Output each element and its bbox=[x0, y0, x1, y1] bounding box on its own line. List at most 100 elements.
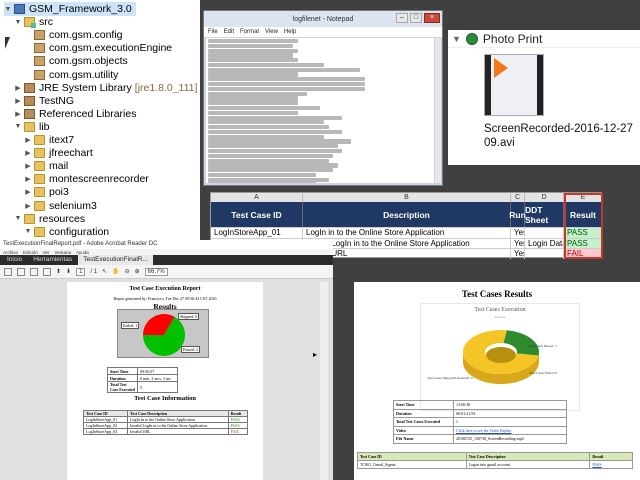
cell-description[interactable]: LogIn in to the Online Store Application bbox=[303, 228, 511, 238]
email-icon[interactable] bbox=[30, 267, 38, 276]
tree-item[interactable]: ▼ configuration bbox=[24, 225, 110, 239]
expanded-arrow-icon[interactable]: ▼ bbox=[4, 5, 12, 13]
header-run[interactable]: Run bbox=[509, 202, 526, 227]
header-test-case-id[interactable]: Test Case ID bbox=[211, 202, 303, 227]
menu-edit[interactable]: Edit bbox=[223, 29, 235, 35]
cell-ddt-sheet[interactable] bbox=[525, 228, 564, 238]
zoom-out-icon[interactable]: ⊖ bbox=[124, 269, 130, 275]
page-number-input[interactable]: 1 bbox=[76, 267, 86, 276]
video-replay-link[interactable]: Click here to see the Video Replay bbox=[453, 425, 567, 435]
video-thumbnail[interactable] bbox=[484, 54, 544, 116]
expanded-arrow-icon[interactable]: ▼ bbox=[24, 228, 32, 236]
cell-test-case-id[interactable]: LogInStoreApp_01 bbox=[211, 228, 303, 238]
cell-run[interactable]: Yes bbox=[511, 249, 525, 259]
select-tool-icon[interactable]: ↖ bbox=[102, 269, 108, 275]
menu-view[interactable]: View bbox=[265, 29, 278, 35]
menu-ayuda[interactable]: Ayuda bbox=[76, 249, 89, 255]
menu-edicion[interactable]: Edición bbox=[23, 249, 38, 255]
tab-document[interactable]: TestExecutionFinalR... bbox=[78, 255, 153, 265]
cell-result[interactable]: PASS bbox=[564, 238, 603, 249]
tree-item[interactable]: ▶ TestNG bbox=[14, 94, 74, 108]
tree-item[interactable]: com.gsm.utility bbox=[24, 68, 118, 82]
tree-item[interactable]: ▶ itext7 bbox=[24, 133, 74, 147]
header-ddt-sheet[interactable]: DDT Sheet bbox=[525, 202, 564, 227]
folder-icon bbox=[34, 148, 45, 159]
notepad-text-area[interactable] bbox=[206, 38, 434, 183]
donut-side bbox=[463, 352, 539, 384]
acrobat-titlebar[interactable]: TestExecutionFinalReport.pdf - Adobe Acr… bbox=[0, 240, 333, 249]
search-icon[interactable] bbox=[43, 267, 51, 276]
collapsed-arrow-icon[interactable]: ▶ bbox=[25, 189, 31, 197]
expanded-arrow-icon[interactable]: ▼ bbox=[14, 18, 22, 26]
column-a-header[interactable]: A bbox=[211, 193, 303, 202]
zoom-in-icon[interactable]: ⊕ bbox=[134, 269, 140, 275]
tree-item[interactable]: com.gsm.objects bbox=[24, 54, 128, 68]
tree-item[interactable]: ▼ resources bbox=[14, 212, 86, 226]
pdf-scrollbar[interactable] bbox=[320, 282, 328, 480]
tree-item[interactable]: ▶ selenium3 bbox=[24, 199, 97, 213]
minimize-button[interactable]: – bbox=[396, 13, 408, 23]
collapsed-arrow-icon[interactable]: ▶ bbox=[25, 163, 31, 171]
tree-item[interactable]: com.gsm.executionEngine bbox=[24, 41, 172, 55]
cell-result[interactable]: FAIL bbox=[564, 249, 603, 259]
save-icon[interactable] bbox=[4, 267, 12, 276]
photo-print-button[interactable]: Photo Print bbox=[482, 31, 543, 46]
collapsed-arrow-icon[interactable]: ▶ bbox=[25, 202, 31, 210]
cell-result-link[interactable]: PASS bbox=[589, 460, 633, 469]
caret-right-icon[interactable]: ▸ bbox=[313, 350, 318, 359]
collapsed-arrow-icon[interactable]: ▶ bbox=[25, 137, 31, 144]
tree-item[interactable]: ▶ JRE System Library [jre1.8.0_111] bbox=[14, 81, 197, 95]
hand-tool-icon[interactable]: ✋ bbox=[112, 269, 120, 275]
tree-item[interactable]: ▶ Referenced Libraries bbox=[14, 107, 136, 121]
log-line bbox=[208, 58, 298, 63]
cell-ddt-sheet[interactable] bbox=[525, 249, 564, 259]
notepad-scrollbar[interactable] bbox=[435, 38, 441, 183]
notepad-menubar: File Edit Format View Help bbox=[204, 27, 442, 37]
cell-result[interactable]: PASS bbox=[564, 228, 603, 238]
tab-inicio[interactable]: Inicio bbox=[7, 256, 23, 263]
video-file-name[interactable]: ScreenRecorded-2016-12-27 09.avi bbox=[484, 123, 633, 149]
notepad-titlebar[interactable]: logfilenet - Notepad – □ × bbox=[204, 11, 442, 27]
expanded-arrow-icon[interactable]: ▼ bbox=[14, 215, 22, 223]
maximize-button[interactable]: □ bbox=[410, 13, 422, 23]
page-down-icon[interactable]: ⬇ bbox=[66, 269, 72, 275]
column-d-header[interactable]: D bbox=[525, 193, 564, 202]
menu-help[interactable]: Help bbox=[283, 29, 297, 35]
chevron-down-icon[interactable]: ▼ bbox=[452, 33, 461, 44]
tree-item[interactable]: ▼ lib bbox=[14, 120, 50, 134]
folder-icon bbox=[34, 135, 45, 145]
tree-item[interactable]: ▶ poi3 bbox=[24, 185, 69, 199]
menu-ver[interactable]: Ver bbox=[42, 249, 50, 255]
tree-item[interactable]: com.gsm.config bbox=[24, 28, 123, 42]
menu-file[interactable]: File bbox=[208, 29, 218, 35]
cell-ddt-sheet[interactable]: Login Data bbox=[525, 238, 564, 249]
cell-run[interactable]: Yes bbox=[511, 238, 525, 249]
header-result[interactable]: Result bbox=[564, 202, 603, 227]
cell-description[interactable]: Invalid URL bbox=[303, 249, 511, 259]
tree-item[interactable]: ▶ mail bbox=[24, 159, 68, 173]
collapsed-arrow-icon[interactable]: ▶ bbox=[25, 150, 31, 158]
menu-ventana[interactable]: Ventana bbox=[54, 249, 72, 255]
column-e-header[interactable]: E bbox=[564, 193, 603, 202]
tab-herramientas[interactable]: Herramientas bbox=[33, 256, 73, 263]
column-b-header[interactable]: B bbox=[303, 193, 511, 202]
close-button[interactable]: × bbox=[424, 13, 440, 23]
zoom-level[interactable]: 66,7% bbox=[144, 267, 168, 276]
menu-archivo[interactable]: Archivo bbox=[3, 249, 19, 255]
column-c-header[interactable]: C bbox=[511, 193, 525, 202]
header-description[interactable]: Description bbox=[303, 202, 511, 227]
menu-format[interactable]: Format bbox=[240, 29, 260, 35]
cell-run[interactable]: Yes bbox=[511, 228, 525, 238]
expanded-arrow-icon[interactable]: ▼ bbox=[14, 123, 22, 131]
page-up-icon[interactable]: ⬆ bbox=[56, 269, 62, 275]
collapsed-arrow-icon[interactable]: ▶ bbox=[15, 97, 21, 105]
tree-item[interactable]: ▶ montescreenrecorder bbox=[24, 172, 149, 186]
print-icon[interactable] bbox=[17, 267, 25, 276]
cell-description[interactable]: Invalid LogIn in to the Online Store App… bbox=[303, 238, 511, 249]
tree-item[interactable]: ▼ GSM_Framework_3.0 bbox=[4, 2, 136, 16]
tree-item[interactable]: ▶ jfreechart bbox=[24, 146, 92, 160]
tree-item[interactable]: ▼ src bbox=[14, 15, 53, 29]
collapsed-arrow-icon[interactable]: ▶ bbox=[15, 110, 21, 118]
collapsed-arrow-icon[interactable]: ▶ bbox=[25, 176, 31, 184]
collapsed-arrow-icon[interactable]: ▶ bbox=[15, 84, 21, 92]
